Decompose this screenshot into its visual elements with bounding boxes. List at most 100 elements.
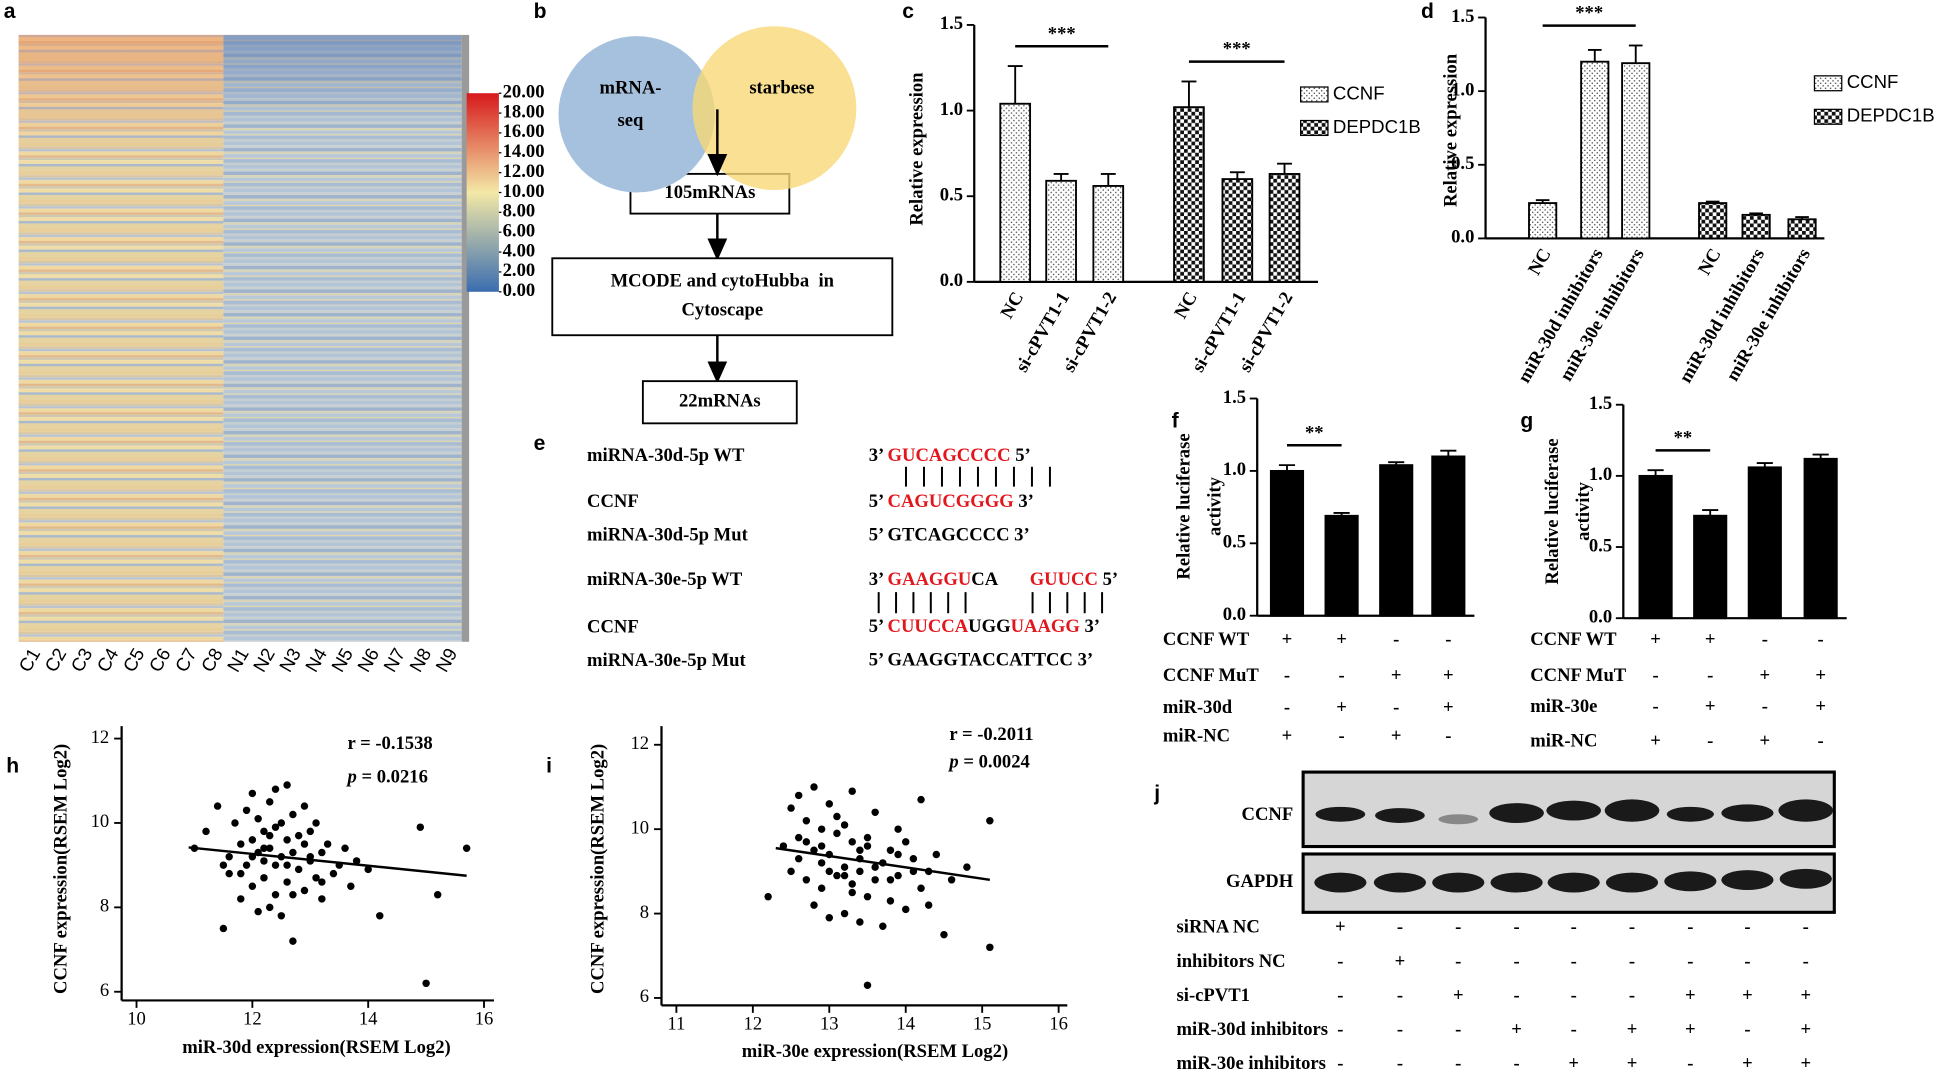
point [802,838,811,846]
point [764,892,772,901]
flow-box [551,257,894,337]
box-label: Cytoscape [681,299,763,320]
y-tick-label: 10 [91,811,110,832]
condition-sign: - [1513,951,1519,972]
condition-sign: - [1337,951,1343,972]
point [871,863,879,871]
bar [1379,464,1414,617]
point [963,863,971,871]
colorbar-label: 20.00 [503,81,545,102]
sequence-part: 3’ [1080,616,1100,637]
point [825,800,834,808]
condition-sign: - [1337,1053,1343,1074]
point [248,836,257,844]
condition-sign: - [1455,917,1461,938]
error-bar [1756,462,1773,468]
point [300,840,309,848]
condition-sign: - [1513,985,1519,1006]
bar [1431,455,1466,617]
point [917,884,925,892]
point [833,871,841,880]
y-tick-label: 10 [630,817,649,838]
legend-label: DEPDC1B [1847,105,1935,126]
error-bar [1587,48,1602,62]
stat-part: p [947,752,958,773]
error-bar [1812,453,1829,459]
y-tick-label: 6 [100,980,109,1001]
sequence-part: UGG [968,616,1010,637]
y-axis-label: CCNF expression(RSEM Log2) [50,744,71,994]
panel-label: b [534,0,547,23]
point [902,905,910,914]
y-tick-label: 1.0 [1451,79,1474,100]
point [312,819,320,827]
column-label: C2 [40,644,70,675]
colorbar-label: 14.00 [503,141,545,162]
panel-label: j [1153,782,1160,805]
condition-sign: - [1629,917,1635,938]
point [947,876,956,884]
point [260,844,268,853]
column-label: N6 [353,644,383,675]
alignment-pipes [877,466,1104,614]
point [260,857,268,865]
error-bar [1100,173,1116,186]
point [863,833,872,842]
condition-sign: - [1571,985,1577,1006]
stat-label: r = -0.2011 [949,724,1033,745]
point [237,869,245,878]
x-tick-label: NC [997,288,1029,322]
point [817,884,826,892]
bar [1045,179,1077,283]
point [894,850,902,859]
bar [1268,173,1301,283]
condition-sign: - [1397,985,1403,1006]
y-tick-label: 0.0 [1451,227,1474,248]
point [289,890,297,899]
condition-name: miR-NC [1163,726,1230,747]
column-label: N3 [275,644,305,675]
error-bar [1277,162,1292,174]
point [306,827,314,836]
point [341,844,349,853]
condition-sign: + [1391,726,1402,747]
point [266,798,274,806]
condition-name: miR-30d inhibitors [1177,1019,1328,1040]
condition-sign: + [1511,1019,1522,1040]
panel-label: e [534,432,546,455]
condition-sign: - [1284,697,1290,718]
condition-sign: - [1455,1019,1461,1040]
error-bar [1702,509,1719,516]
error-bar [1705,200,1720,204]
condition-sign: - [1445,629,1451,650]
blot-bands [1314,799,1834,893]
point [352,857,361,865]
y-tick-label: 1.0 [940,99,963,120]
panel-label: a [4,0,16,23]
condition-name: siRNA NC [1177,917,1260,938]
panel-label: c [902,0,914,23]
condition-sign: + [1443,665,1454,686]
point [894,871,902,880]
condition-sign: - [1571,951,1577,972]
condition-sign: - [1652,665,1658,686]
error-bar [1229,171,1245,180]
column-label: C4 [92,644,122,675]
point [825,867,834,876]
condition-sign: - [1652,696,1658,717]
colorbar-label: 4.00 [503,240,536,261]
column-label: C8 [197,644,227,675]
condition-sign: - [1707,665,1713,686]
legend-swatch [1300,86,1329,103]
bar [999,102,1032,283]
band-label: GAPDH [1226,871,1294,892]
sequence: 3’ GAAGGUCA GUUCC 5’ [869,569,1118,590]
condition-sign: - [1744,951,1750,972]
y-tick-label: 6 [640,986,649,1007]
point [329,869,338,878]
point [202,827,210,836]
point [283,836,291,844]
stat-label: p = 0.0216 [346,767,428,788]
point [254,815,262,823]
